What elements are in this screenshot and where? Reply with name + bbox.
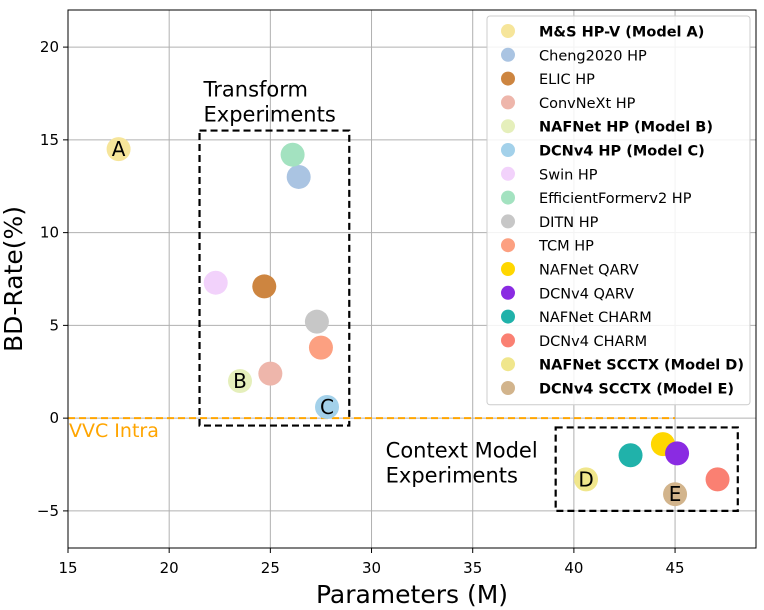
data-point bbox=[618, 443, 643, 468]
legend-entry: NAFNet CHARM bbox=[539, 310, 652, 326]
reference-line-group: VVC Intra bbox=[68, 417, 676, 442]
y-tick-label: 15 bbox=[40, 131, 59, 149]
legend-entry: ConvNeXt HP bbox=[539, 96, 636, 112]
data-point bbox=[304, 309, 329, 334]
group-box-2 bbox=[554, 426, 739, 512]
data-point bbox=[228, 369, 252, 394]
legend-entry: M&S HP-V (Model A) bbox=[539, 25, 704, 41]
group-box-label: Transform bbox=[203, 78, 308, 102]
x-tick-label: 35 bbox=[463, 559, 482, 577]
data-point-label: A bbox=[112, 137, 126, 161]
legend-entry: Cheng2020 HP bbox=[539, 48, 647, 64]
x-tick-label: 30 bbox=[362, 559, 381, 577]
legend-marker bbox=[501, 119, 515, 134]
data-point bbox=[106, 137, 131, 162]
legend-marker bbox=[501, 285, 515, 300]
data-point bbox=[574, 467, 599, 492]
legend-marker bbox=[501, 357, 515, 372]
data-point bbox=[286, 164, 311, 189]
data-point bbox=[315, 395, 340, 420]
x-axis-label: Parameters (M) bbox=[316, 580, 508, 609]
legend-marker bbox=[501, 333, 515, 348]
data-point-label: C bbox=[320, 395, 334, 419]
legend-box bbox=[486, 15, 751, 406]
x-tick-label: 15 bbox=[58, 559, 77, 577]
group-box-label: Experiments bbox=[204, 103, 336, 127]
data-point-label: B bbox=[233, 369, 247, 393]
legend-marker bbox=[501, 71, 515, 86]
y-tick-label: 5 bbox=[49, 316, 59, 334]
legend-entry: DCNv4 QARV bbox=[539, 286, 634, 302]
legend-entry: NAFNet QARV bbox=[539, 263, 639, 279]
legend-entry: DCNv4 SCCTX (Model E) bbox=[539, 382, 734, 398]
data-points: A B C D E bbox=[106, 137, 730, 507]
data-point bbox=[252, 274, 277, 299]
legend-marker bbox=[501, 190, 515, 205]
vvc-intra-label: VVC Intra bbox=[69, 420, 159, 442]
legend-entry: Swin HP bbox=[539, 167, 598, 183]
legend-marker bbox=[501, 24, 515, 38]
legend-marker bbox=[501, 381, 515, 395]
y-tick-label: −5 bbox=[37, 502, 59, 520]
data-point bbox=[308, 335, 333, 360]
legend-entry: DCNv4 CHARM bbox=[539, 334, 647, 350]
legend-marker bbox=[501, 238, 515, 253]
x-tick-label: 25 bbox=[261, 559, 280, 577]
y-tick-label: 20 bbox=[40, 38, 59, 56]
x-tick-label: 20 bbox=[160, 559, 179, 577]
legend-entry: NAFNet HP (Model B) bbox=[539, 120, 713, 136]
legend-marker bbox=[501, 214, 515, 229]
legend-entry: EfficientFormerv2 HP bbox=[539, 191, 692, 207]
legend-entry: DCNv4 HP (Model C) bbox=[539, 144, 705, 160]
legend-marker bbox=[501, 166, 515, 181]
legend-entry: ELIC HP bbox=[539, 72, 595, 88]
legend-marker bbox=[501, 262, 515, 276]
data-point bbox=[280, 142, 305, 167]
x-tick-label: 40 bbox=[564, 559, 583, 577]
data-point-label: D bbox=[578, 467, 593, 491]
group-box-1 bbox=[198, 129, 351, 427]
legend-entry: NAFNet SCCTX (Model D) bbox=[539, 358, 744, 374]
data-point-label: E bbox=[669, 482, 682, 506]
legend-marker bbox=[501, 47, 515, 62]
axes: 15 20 25 30 35 40 45 −5 0 5 10 15 20 bbox=[37, 38, 685, 577]
legend-marker bbox=[501, 309, 515, 324]
group-box-label: Experiments bbox=[386, 463, 518, 487]
x-tick-label: 45 bbox=[666, 559, 685, 577]
legend-entry: TCM HP bbox=[538, 239, 594, 255]
legend-entry: DITN HP bbox=[539, 215, 599, 231]
data-point bbox=[705, 467, 730, 492]
legend: M&S HP-V (Model A) Cheng2020 HP ELIC HP Con… bbox=[486, 15, 751, 406]
data-point bbox=[258, 361, 283, 386]
y-tick-label: 10 bbox=[40, 224, 59, 242]
y-tick-label: 0 bbox=[49, 409, 59, 427]
legend-marker bbox=[501, 143, 515, 157]
plot-frame bbox=[67, 9, 757, 549]
data-point bbox=[203, 270, 228, 295]
group-box-label: Context Model bbox=[386, 438, 538, 462]
legend-marker bbox=[501, 95, 515, 110]
data-point bbox=[663, 482, 688, 507]
data-point bbox=[665, 441, 690, 466]
y-axis-label: BD-Rate(%) bbox=[0, 206, 28, 352]
